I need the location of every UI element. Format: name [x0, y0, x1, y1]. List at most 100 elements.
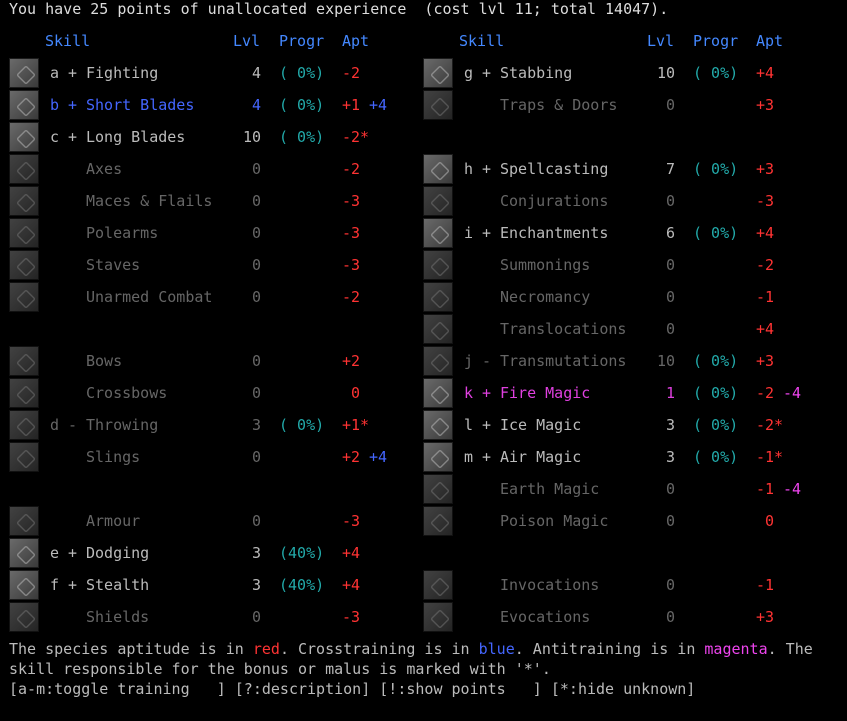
skill-letter: a [50, 64, 60, 82]
crossbows-icon [9, 378, 39, 408]
legend-text-1: The species aptitude is in [9, 640, 253, 658]
skill-level: 10 [657, 352, 676, 370]
fighting-icon [9, 58, 39, 88]
skill-level: 0 [252, 352, 262, 370]
skill-name: Invocations [500, 576, 600, 594]
skill-aptitude: -1 [756, 480, 775, 498]
skill-level: 0 [252, 256, 262, 274]
skill-aptitude: +1* [342, 416, 370, 434]
skill-name: Stealth [86, 576, 150, 594]
skill-name: Spellcasting [500, 160, 609, 178]
header-apt-right: Apt [756, 32, 784, 50]
skill-train-mark: + [482, 64, 492, 82]
translocations-icon [423, 314, 453, 344]
skill-aptitude: -2* [342, 128, 370, 146]
skill-name: Evocations [500, 608, 591, 626]
skill-train-mark: + [482, 416, 492, 434]
skill-level: 0 [252, 224, 262, 242]
skill-aptitude: -3 [342, 608, 361, 626]
unarmed-combat-icon [9, 282, 39, 312]
axes-icon [9, 154, 39, 184]
skill-level: 3 [252, 416, 262, 434]
skill-level: 0 [666, 256, 676, 274]
legend-text-3: . Antitraining is in [514, 640, 705, 658]
skill-aptitude: -3 [342, 224, 361, 242]
skill-name: Traps & Doors [500, 96, 618, 114]
shields-icon [9, 602, 39, 632]
skill-name: Conjurations [500, 192, 609, 210]
skill-letter: l [464, 416, 474, 434]
legend-text-4: . The [767, 640, 813, 658]
polearms-icon [9, 218, 39, 248]
skill-aptitude: -1 [756, 288, 775, 306]
skill-name: Necromancy [500, 288, 591, 306]
skill-name: Polearms [86, 224, 159, 242]
skill-aptitude: +4 [756, 64, 775, 82]
skill-train-mark: + [68, 576, 78, 594]
skill-aptitude: +3 [756, 352, 775, 370]
skill-letter: h [464, 160, 474, 178]
skill-aptitude: +4 [342, 576, 361, 594]
header-skill-right: Skill [459, 32, 505, 50]
skill-train-mark: + [482, 384, 492, 402]
slings-icon [9, 442, 39, 472]
skill-level: 0 [666, 480, 676, 498]
skill-aptitude-modifier: -4 [783, 480, 802, 498]
long-blades-icon [9, 122, 39, 152]
header-skill-left: Skill [45, 32, 91, 50]
skill-aptitude: -2 [342, 288, 361, 306]
skill-aptitude: 0 [342, 384, 361, 402]
skill-aptitude-modifier: -4 [783, 384, 802, 402]
skill-name: Summonings [500, 256, 591, 274]
skill-level: 3 [666, 416, 676, 434]
skill-name: Short Blades [86, 96, 195, 114]
header-progr-right: Progr [693, 32, 739, 50]
skill-aptitude: +3 [756, 96, 775, 114]
skill-aptitude: +4 [342, 544, 361, 562]
skill-progress: ( 0%) [693, 224, 739, 242]
short-blades-icon [9, 90, 39, 120]
legend-line-2: skill responsible for the bonus or malus… [9, 660, 551, 678]
skill-level: 7 [666, 160, 676, 178]
skill-progress: ( 0%) [693, 160, 739, 178]
skill-name: Maces & Flails [86, 192, 213, 210]
skill-train-mark: + [482, 160, 492, 178]
skill-progress: ( 0%) [279, 96, 325, 114]
conjurations-icon [423, 186, 453, 216]
skill-aptitude: +1 [342, 96, 361, 114]
skill-aptitude: +2 [342, 352, 361, 370]
header-lvl-right: Lvl [647, 32, 675, 50]
skill-level: 0 [666, 512, 676, 530]
skill-letter: f [50, 576, 60, 594]
evocations-icon [423, 602, 453, 632]
skill-train-mark: + [482, 224, 492, 242]
skill-level: 0 [666, 192, 676, 210]
skill-level: 0 [252, 512, 262, 530]
skill-level: 0 [252, 384, 262, 402]
skill-name: Staves [86, 256, 141, 274]
skill-aptitude: -3 [756, 192, 775, 210]
skill-level: 0 [666, 608, 676, 626]
skill-train-mark: + [68, 64, 78, 82]
skill-aptitude: -2 [342, 160, 361, 178]
skill-level: 6 [666, 224, 676, 242]
skill-level: 4 [252, 64, 262, 82]
skill-name: Enchantments [500, 224, 609, 242]
skill-level: 0 [252, 608, 262, 626]
stealth-icon [9, 570, 39, 600]
skill-aptitude: -3 [342, 512, 361, 530]
skill-progress: ( 0%) [693, 64, 739, 82]
bows-icon [9, 346, 39, 376]
skill-name: Axes [86, 160, 123, 178]
earth-magic-icon [423, 474, 453, 504]
skill-letter: g [464, 64, 474, 82]
legend-blue-word: blue [478, 640, 515, 658]
skill-aptitude: +3 [756, 160, 775, 178]
header-progr-left: Progr [279, 32, 325, 50]
skill-name: Stabbing [500, 64, 573, 82]
skill-level: 4 [252, 96, 262, 114]
maces-flails-icon [9, 186, 39, 216]
skill-name: Unarmed Combat [86, 288, 213, 306]
command-footer[interactable]: [a-m:toggle training ] [?:description] [… [9, 680, 696, 698]
skill-train-mark: + [68, 544, 78, 562]
